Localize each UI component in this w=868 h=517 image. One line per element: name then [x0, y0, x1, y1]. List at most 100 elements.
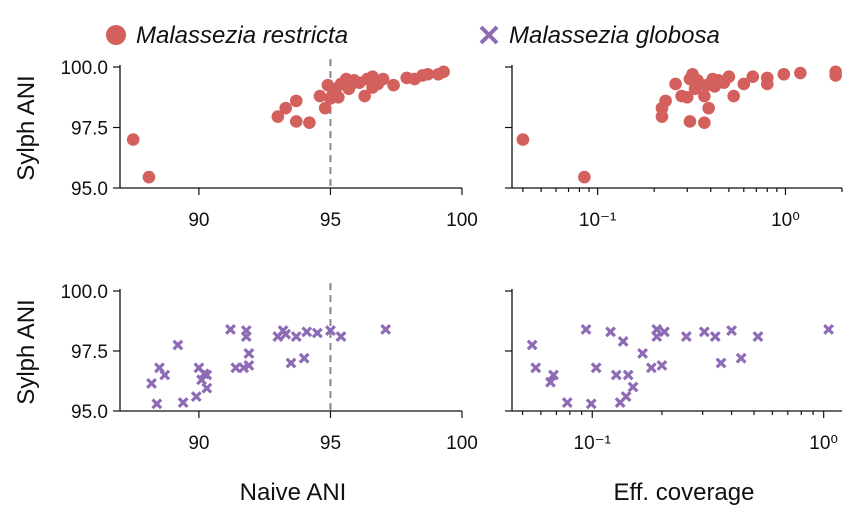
data-point [680, 90, 694, 104]
data-point-stroke [172, 339, 184, 351]
data-point-stroke [301, 326, 313, 338]
x-tick-label: 10⁰ [809, 433, 838, 454]
data-point [243, 347, 255, 359]
data-point [737, 77, 751, 91]
data-point [335, 331, 347, 343]
data-point-stroke [620, 391, 632, 403]
data-point [698, 116, 711, 129]
data-point [669, 77, 682, 91]
data-point [380, 323, 392, 335]
data-point [290, 331, 302, 343]
data-point-stroke [698, 326, 710, 338]
data-point [580, 323, 592, 335]
data-point-stroke [680, 331, 692, 343]
x-tick-label: 10⁻¹ [574, 433, 612, 454]
data-point [289, 115, 303, 128]
data-point [332, 90, 345, 104]
data-point-stroke [243, 347, 255, 359]
data-point-stroke [380, 323, 392, 335]
y-tick-label: 95.0 [71, 402, 108, 423]
data-point [655, 110, 669, 123]
legend-label-restricta: Malassezia restricta [136, 22, 348, 49]
data-point [585, 398, 597, 410]
data-point [777, 67, 791, 81]
data-point-stroke [617, 335, 629, 347]
data-point-stroke [151, 398, 163, 410]
data-point [311, 327, 323, 339]
data-point [561, 397, 573, 409]
data-point [658, 326, 670, 338]
data-point-stroke [240, 325, 252, 337]
x-tick-label: 90 [188, 210, 209, 231]
data-point [620, 391, 632, 403]
data-point-stroke [201, 369, 213, 381]
data-point-stroke [193, 362, 205, 374]
y-tick-label: 100.0 [60, 58, 108, 79]
data-point [702, 101, 715, 115]
data-point [243, 359, 255, 371]
legend-marker-restricta [106, 25, 126, 45]
data-point [722, 70, 736, 83]
data-point [387, 78, 400, 92]
data-point [530, 362, 542, 374]
data-point-stroke [622, 369, 634, 381]
data-point [190, 391, 202, 403]
data-point [746, 70, 760, 83]
data-point [656, 359, 668, 371]
data-point [726, 325, 738, 337]
y-tick-label: 97.5 [71, 342, 108, 363]
data-point [325, 325, 336, 337]
data-point [225, 323, 236, 335]
data-point-stroke [658, 326, 670, 338]
data-point-stroke [285, 357, 297, 369]
data-point-stroke [280, 328, 292, 340]
x-tick-label: 90 [188, 433, 209, 454]
x-tick-label: 100 [446, 433, 478, 454]
data-point [280, 328, 292, 340]
data-point [366, 81, 379, 94]
data-point [715, 357, 727, 369]
data-point [605, 326, 617, 338]
data-point [578, 170, 591, 184]
y-tick-label: 97.5 [71, 119, 108, 140]
data-point [271, 110, 285, 123]
data-point [172, 339, 184, 351]
x-tick-label: 10⁰ [771, 210, 800, 231]
data-point-stroke [709, 331, 721, 343]
data-point [590, 362, 602, 374]
data-point [421, 67, 435, 81]
data-point [313, 89, 327, 103]
data-point [794, 66, 807, 80]
data-point [303, 116, 316, 129]
panel-bottom-right: 10⁻¹ 10⁰ [505, 289, 842, 454]
data-point [727, 89, 740, 103]
data-point-stroke [610, 369, 622, 381]
data-point [298, 352, 310, 364]
x-axis-title-right: Eff. coverage [614, 479, 755, 506]
data-point [240, 325, 252, 337]
data-point [548, 369, 559, 381]
data-point-stroke [752, 331, 764, 343]
data-point-stroke [530, 362, 542, 374]
data-point [146, 377, 158, 389]
data-point-stroke [580, 323, 592, 335]
data-point-stroke [605, 326, 617, 338]
data-point-stroke [545, 376, 556, 388]
data-point [617, 335, 629, 347]
data-point-stroke [311, 327, 323, 339]
data-point-stroke [325, 325, 336, 337]
data-point-stroke [726, 325, 738, 337]
panel-top-left: 95.0 97.5 100.0 90 95 100 [60, 58, 477, 231]
data-point-stroke [645, 362, 657, 374]
y-axis-title-bottom: Sylph ANI [13, 299, 40, 404]
data-point [698, 89, 711, 103]
data-point [651, 331, 663, 343]
data-point-stroke [177, 397, 189, 409]
data-point [516, 133, 530, 146]
data-point-stroke [146, 377, 158, 389]
data-point-stroke [656, 359, 668, 371]
data-point-stroke [627, 381, 639, 393]
data-point-stroke [335, 331, 347, 343]
data-point-stroke [243, 359, 255, 371]
data-point [289, 94, 303, 108]
